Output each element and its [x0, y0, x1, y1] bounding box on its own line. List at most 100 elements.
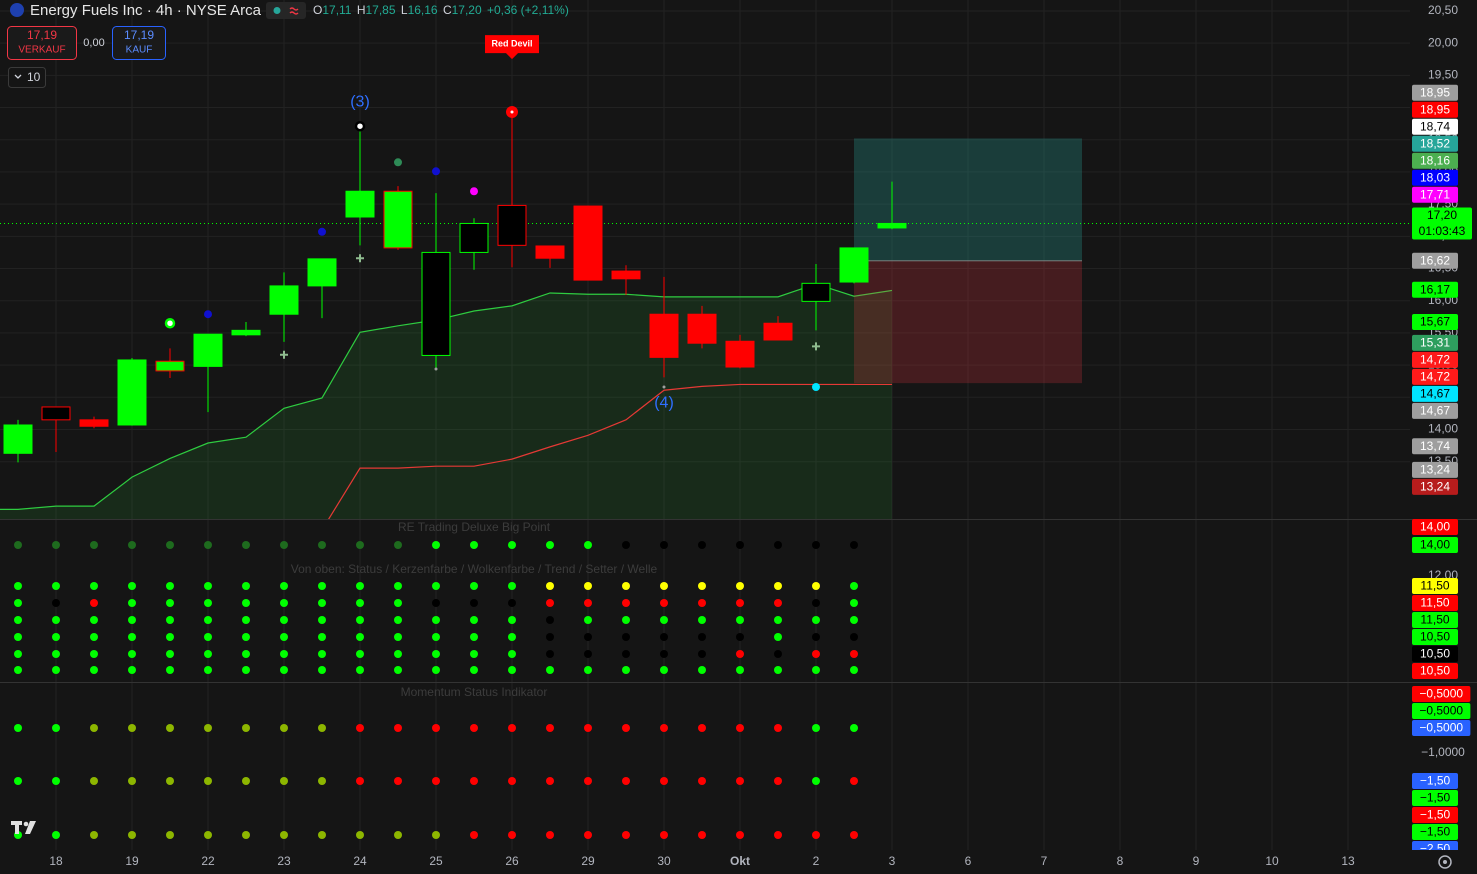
- status-dot: [546, 666, 554, 674]
- status-dot: [470, 582, 478, 590]
- candle-body: [801, 282, 831, 302]
- status-dot: [128, 582, 136, 590]
- status-dot: [90, 724, 98, 732]
- status-dot: [774, 650, 782, 658]
- price-badge-label: 14,67: [1420, 386, 1450, 400]
- candle-body: [345, 190, 375, 218]
- status-dot: [812, 650, 820, 658]
- chevron: [14, 74, 22, 79]
- status-dot: [280, 666, 288, 674]
- x-tick-label: 10: [1265, 854, 1279, 868]
- status-icons[interactable]: [266, 2, 306, 19]
- status-dot: [622, 616, 630, 624]
- ohlc-value: 17,11: [322, 3, 351, 17]
- pane-badge-label: 14,00: [1420, 538, 1450, 552]
- status-dot: [128, 777, 136, 785]
- price-badge: [1412, 313, 1458, 330]
- status-dot: [432, 599, 440, 607]
- price-badge-label: 17,71: [1420, 187, 1450, 201]
- price-badge-label: 13,74: [1420, 439, 1450, 453]
- price-badge-label: 18,52: [1420, 136, 1450, 150]
- status-dot: [280, 582, 288, 590]
- candle-body: [763, 322, 793, 341]
- status-dot: [508, 599, 516, 607]
- status-dot: [660, 724, 668, 732]
- status-dot: [508, 582, 516, 590]
- marker: [812, 342, 820, 351]
- candle-body: [839, 247, 869, 283]
- status-dot: [736, 650, 744, 658]
- status-dot: [584, 777, 592, 785]
- spread: 0,00: [83, 37, 104, 49]
- symbol-logo: [10, 3, 24, 17]
- status-dot: [470, 541, 478, 549]
- status-dot: [52, 599, 60, 607]
- pane-badge: [1412, 720, 1471, 736]
- price-badge-label: 16,62: [1420, 253, 1450, 267]
- flag-label: Red Devil: [491, 38, 532, 48]
- status-dot: [90, 777, 98, 785]
- status-dot: [736, 633, 744, 641]
- interval-menu[interactable]: [8, 67, 46, 88]
- price-axis: 13,5014,0014,5015,0015,5016,0016,5017,00…: [1412, 3, 1472, 850]
- status-dot: [242, 541, 250, 549]
- x-tick-label: 22: [201, 854, 215, 868]
- status-dot: [204, 666, 212, 674]
- status-dot: [546, 724, 554, 732]
- status-dot: [52, 541, 60, 549]
- status-dot: [52, 650, 60, 658]
- status-dot: [128, 666, 136, 674]
- status-dot: [736, 777, 744, 785]
- status-dot: [698, 582, 706, 590]
- status-dot: [128, 650, 136, 658]
- sell-label: VERKAUF: [18, 45, 65, 56]
- price-badge: [1412, 438, 1458, 455]
- candle-body: [231, 329, 261, 336]
- sell-button[interactable]: [7, 26, 77, 60]
- status-dot: [470, 633, 478, 641]
- marker: [354, 120, 366, 132]
- candle-body: [307, 258, 337, 287]
- status-dot: [660, 777, 668, 785]
- status-dot: [508, 541, 516, 549]
- pane-badge: [1412, 841, 1458, 850]
- buy-button[interactable]: [112, 26, 166, 60]
- pane-badge-label: −0,5000: [1419, 721, 1463, 735]
- marker: [394, 158, 402, 167]
- pane-badge-label: −1,50: [1420, 774, 1451, 788]
- pane-badge-label: −0,5000: [1419, 687, 1463, 701]
- price-badge-label: 14,72: [1420, 369, 1450, 383]
- x-tick-label: 30: [657, 854, 671, 868]
- candle-body: [41, 406, 71, 421]
- x-tick-label: 8: [1117, 854, 1124, 868]
- status-dot: [128, 599, 136, 607]
- pane-badge: [1412, 612, 1458, 628]
- candle-body: [877, 222, 907, 229]
- settings-button[interactable]: [1438, 855, 1452, 869]
- status-dot: [432, 831, 440, 839]
- status-dot: [812, 616, 820, 624]
- status-dot: [546, 777, 554, 785]
- pane-badge: [1412, 629, 1458, 645]
- status-dot: [52, 582, 60, 590]
- status-dot: [166, 650, 174, 658]
- ohlc: O17,11 H17,85 L16,16 C17,20 +0,36 (+2,11…: [313, 3, 569, 17]
- flag-box: [485, 35, 539, 60]
- status-dot: [356, 599, 364, 607]
- status-dot: [698, 724, 706, 732]
- x-tick-label: Okt: [730, 854, 750, 868]
- pane-badge-label: −0,5000: [1419, 704, 1463, 718]
- status-dot: [774, 831, 782, 839]
- status-dot: [242, 616, 250, 624]
- status-dot: [622, 666, 630, 674]
- status-dot: [432, 582, 440, 590]
- status-dot: [90, 582, 98, 590]
- price-countdown: 01:03:43: [1419, 224, 1466, 238]
- status-dot: [242, 777, 250, 785]
- marker: [318, 227, 326, 236]
- status-dot: [394, 633, 402, 641]
- candle-body: [535, 245, 565, 259]
- status-dot: [242, 831, 250, 839]
- status-dot: [280, 541, 288, 549]
- price-badge-label: 18,03: [1420, 170, 1450, 184]
